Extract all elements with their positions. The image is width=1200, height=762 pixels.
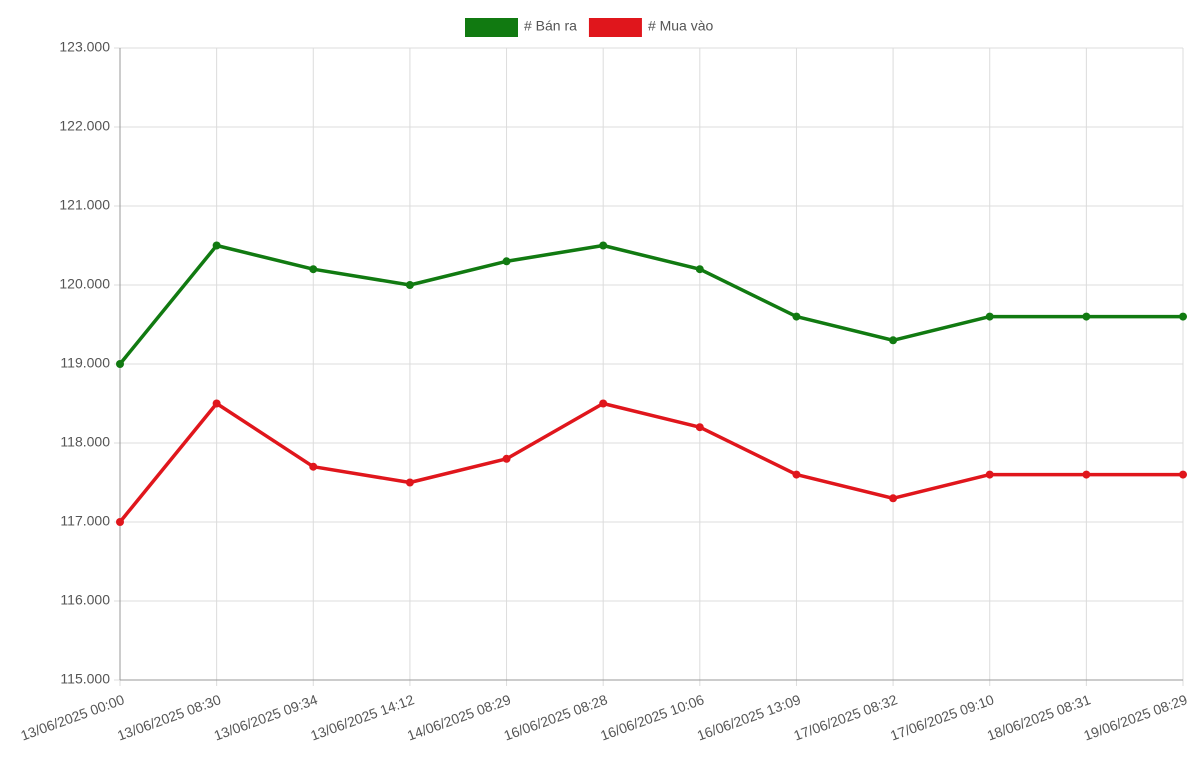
y-tick-label: 116.000	[60, 592, 110, 608]
data-point	[1179, 470, 1187, 479]
series-line	[118, 401, 1183, 524]
data-point	[985, 312, 994, 321]
data-point	[502, 454, 511, 463]
data-point	[985, 470, 994, 479]
x-tick-label: 17/06/2025 09:10	[888, 691, 996, 743]
data-point	[695, 265, 704, 274]
x-tick-label: 13/06/2025 14:12	[308, 691, 416, 743]
data-point	[502, 257, 511, 266]
data-point	[405, 281, 414, 289]
y-tick-label: 115.000	[60, 671, 110, 687]
data-point	[695, 423, 704, 432]
x-tick-label: 13/06/2025 09:34	[212, 691, 320, 743]
x-tick-label: 13/06/2025 00:00	[18, 691, 126, 743]
data-point	[599, 399, 608, 408]
y-tick-label: 121.000	[59, 197, 110, 213]
y-tick-label: 123.000	[59, 39, 110, 55]
x-tick-label: 18/06/2025 08:31	[985, 691, 1093, 743]
legend-swatch	[465, 18, 518, 37]
data-point	[792, 470, 801, 479]
data-point	[116, 360, 124, 368]
data-point	[792, 312, 801, 321]
legend-label: # Bán ra	[524, 18, 577, 34]
x-tick-label: 16/06/2025 13:09	[695, 691, 803, 743]
x-tick-label: 16/06/2025 10:06	[598, 691, 706, 743]
data-point	[212, 399, 221, 408]
y-tick-label: 120.000	[59, 276, 110, 292]
data-point	[405, 478, 414, 487]
y-tick-label: 122.000	[59, 118, 110, 134]
data-point	[116, 518, 124, 526]
data-point	[309, 265, 318, 274]
x-tick-label: 13/06/2025 08:30	[115, 691, 223, 743]
data-point	[1179, 312, 1187, 321]
data-point	[889, 494, 898, 503]
legend-label: # Mua vào	[648, 18, 714, 34]
x-tick-label: 17/06/2025 08:32	[791, 691, 899, 743]
data-point	[1082, 312, 1091, 321]
y-tick-label: 118.000	[60, 434, 110, 450]
data-point	[889, 336, 898, 345]
data-point	[1082, 470, 1091, 479]
y-tick-label: 119.000	[60, 355, 110, 371]
x-tick-label: 14/06/2025 08:29	[405, 691, 513, 743]
data-point	[309, 462, 318, 471]
y-tick-label: 117.000	[60, 513, 110, 529]
x-tick-label: 19/06/2025 08:29	[1081, 691, 1189, 743]
series-line	[118, 243, 1183, 366]
data-point	[599, 241, 608, 250]
legend-swatch	[588, 18, 642, 37]
data-point	[212, 241, 221, 250]
x-tick-label: 16/06/2025 08:28	[502, 691, 610, 743]
